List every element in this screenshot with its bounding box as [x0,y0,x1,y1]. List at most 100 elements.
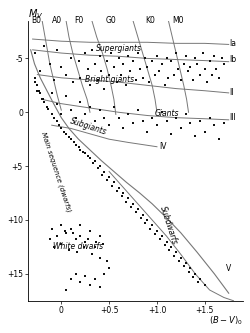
Text: F0: F0 [74,16,83,25]
Point [41,97,45,102]
Point [117,185,121,190]
Point [64,131,68,137]
Point [40,97,44,102]
Point [162,83,166,88]
Point [182,61,186,67]
Point [91,160,95,166]
Point [191,77,195,83]
Point [184,54,188,59]
Point [69,108,73,113]
Point [54,101,58,106]
Point [150,115,154,120]
Point [62,129,66,134]
Point [88,282,92,287]
Point [78,223,82,228]
Point [58,123,62,128]
Point [166,75,170,81]
Point [93,158,97,164]
Point [198,276,202,282]
Point [210,72,214,77]
Point [88,155,92,160]
Point [201,50,205,56]
Text: $(B-V)_0$: $(B-V)_0$ [209,315,243,327]
Text: V: V [226,264,231,273]
Point [155,123,159,128]
Point [52,244,56,249]
Point [174,250,178,255]
Point [52,115,56,120]
Text: Main sequence (dwarfs): Main sequence (dwarfs) [40,131,72,212]
Point [37,88,41,93]
Point [64,230,68,235]
Point [134,77,138,83]
Point [83,239,87,244]
Point [140,118,144,124]
Point [126,196,130,201]
Point [78,280,82,285]
Point [117,115,121,120]
Point [102,115,106,120]
Point [88,104,92,110]
Point [160,61,164,67]
Text: Subgiants: Subgiants [68,116,108,137]
Point [96,77,100,83]
Point [107,72,111,77]
Point [146,217,150,223]
Point [54,118,58,124]
Point [59,241,63,246]
Text: Supergiants: Supergiants [96,44,142,53]
Point [155,228,159,233]
Point [195,61,199,67]
Point [162,242,166,247]
Point [54,233,58,239]
Point [82,244,86,249]
Point [179,255,183,260]
Point [64,287,68,293]
Point [112,64,116,70]
Point [71,230,75,235]
Point [177,258,181,263]
Point [198,72,202,77]
Point [50,112,54,117]
Point [179,126,183,131]
Point [153,72,157,77]
Point [76,58,80,63]
Point [157,69,161,74]
Point [88,228,92,233]
Point [169,131,173,137]
Point [59,223,63,228]
Point [146,129,150,134]
Point [45,104,49,110]
Point [193,133,197,139]
Point [139,215,143,220]
Point [172,253,176,258]
Text: III: III [230,113,236,122]
Point [100,172,104,177]
Point [144,56,148,61]
Point [64,72,68,77]
Text: B0: B0 [32,16,42,25]
Point [32,75,36,81]
Text: A0: A0 [52,16,62,25]
Point [169,244,173,249]
Point [48,237,52,242]
Point [81,150,85,155]
Point [42,43,46,48]
Point [93,118,97,124]
Point [102,241,105,246]
Point [59,126,63,131]
Point [93,276,97,282]
Point [112,179,116,185]
Point [191,274,195,280]
Point [188,64,192,70]
Point [93,61,97,67]
Point [174,50,178,56]
Point [32,50,36,56]
Point [42,99,46,104]
Point [160,233,164,239]
Point [102,86,106,91]
Point [74,142,78,147]
Point [147,80,151,85]
Point [74,237,78,242]
Point [110,183,114,188]
